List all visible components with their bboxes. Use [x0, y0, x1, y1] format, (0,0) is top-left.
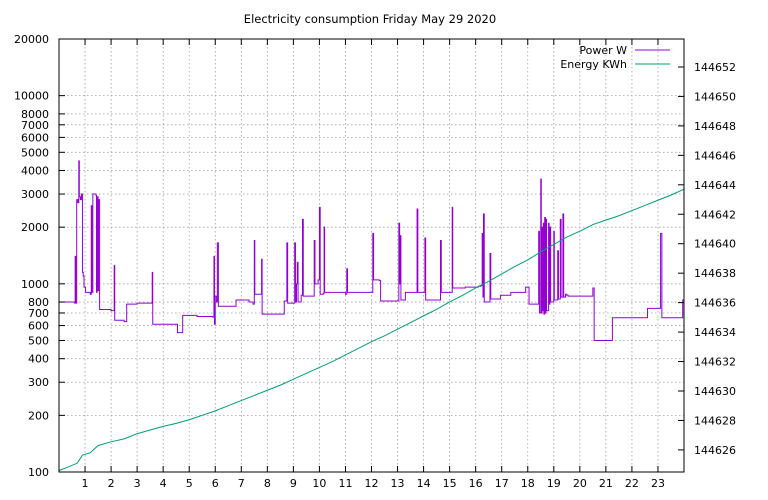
y-tick-label: 500 — [28, 334, 49, 347]
y2-tick-label: 144646 — [694, 149, 736, 162]
y-tick-label: 2000 — [21, 221, 49, 234]
y2-tick-label: 144638 — [694, 267, 736, 280]
x-tick-label: 20 — [573, 477, 587, 490]
x-tick-label: 10 — [312, 477, 326, 490]
y-tick-label: 100 — [28, 466, 49, 479]
y2-tick-label: 144628 — [694, 414, 736, 427]
y-tick-label: 6000 — [21, 131, 49, 144]
x-tick-label: 6 — [212, 477, 219, 490]
x-tick-label: 5 — [186, 477, 193, 490]
y2-tick-label: 144636 — [694, 297, 736, 310]
chart-title: Electricity consumption Friday May 29 20… — [244, 12, 496, 26]
x-tick-label: 7 — [238, 477, 245, 490]
x-tick-label: 3 — [134, 477, 141, 490]
y-tick-label: 8000 — [21, 108, 49, 121]
y-tick-label: 5000 — [21, 146, 49, 159]
grid — [59, 39, 684, 472]
y2-tick-label: 144650 — [694, 90, 736, 103]
x-tick-label: 21 — [599, 477, 613, 490]
y2-tick-label: 144652 — [694, 61, 736, 74]
y-tick-label: 600 — [28, 320, 49, 333]
y2-tick-label: 144626 — [694, 444, 736, 457]
x-tick-label: 9 — [290, 477, 297, 490]
y2-tick-label: 144644 — [694, 179, 736, 192]
series-layer — [58, 160, 685, 471]
x-tick-label: 16 — [469, 477, 483, 490]
x-tick-label: 18 — [521, 477, 535, 490]
legend-label-power: Power W — [579, 44, 627, 57]
y2-tick-label: 144648 — [694, 120, 736, 133]
x-tick-label: 23 — [651, 477, 665, 490]
x-tick-label: 12 — [365, 477, 379, 490]
y-tick-label: 3000 — [21, 188, 49, 201]
x-tick-label: 4 — [160, 477, 167, 490]
y-tick-label: 7000 — [21, 119, 49, 132]
y-tick-label: 10000 — [14, 90, 49, 103]
y-tick-label: 300 — [28, 376, 49, 389]
y2-tick-label: 144640 — [694, 238, 736, 251]
x-tick-label: 14 — [417, 477, 431, 490]
y-tick-label: 200 — [28, 409, 49, 422]
x-tick-label: 11 — [338, 477, 352, 490]
x-tick-label: 1 — [82, 477, 89, 490]
y2-tick-label: 144630 — [694, 385, 736, 398]
x-tick-label: 17 — [495, 477, 509, 490]
legend-label-energy: Energy KWh — [560, 58, 627, 71]
x-tick-label: 15 — [443, 477, 457, 490]
y-tick-label: 400 — [28, 353, 49, 366]
x-tick-label: 19 — [547, 477, 561, 490]
y-tick-label: 1000 — [21, 278, 49, 291]
x-tick-label: 2 — [108, 477, 115, 490]
legend: Power W Energy KWh — [560, 44, 670, 71]
y2-tick-label: 144632 — [694, 356, 736, 369]
x-tick-label: 13 — [391, 477, 405, 490]
x-tick-label: 22 — [625, 477, 639, 490]
y-tick-label: 800 — [28, 296, 49, 309]
y2-tick-label: 144642 — [694, 208, 736, 221]
y2-tick-label: 144634 — [694, 326, 736, 339]
ticks: 1 2 3 4 5 6 7 8 9 10 11 12 13 14 15 16 17 18 19 20 21 22 23100… — [14, 33, 736, 490]
y-tick-label: 20000 — [14, 33, 49, 46]
y-tick-label: 4000 — [21, 165, 49, 178]
power-series-line — [59, 160, 685, 341]
x-tick-label: 8 — [264, 477, 271, 490]
y-tick-label: 700 — [28, 307, 49, 320]
energy-series-line — [58, 188, 685, 471]
